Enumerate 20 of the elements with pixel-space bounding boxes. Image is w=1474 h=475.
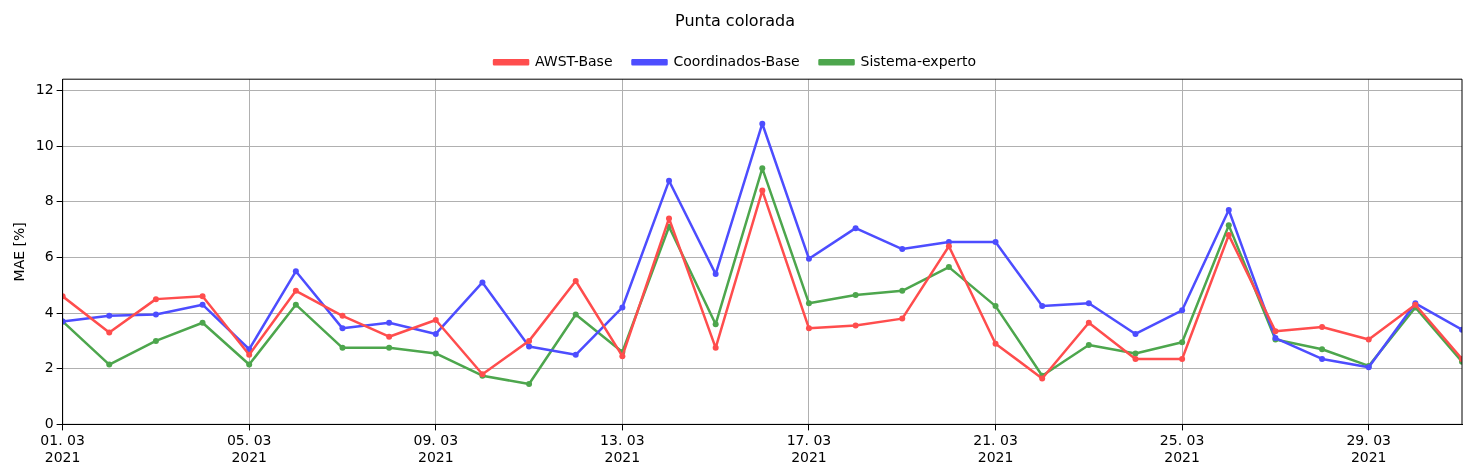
x-tick-label: 21. 03 2021 xyxy=(973,432,1018,466)
x-tick-label: 05. 03 2021 xyxy=(226,432,272,466)
x-tick-label: 25. 03 2021 xyxy=(1159,432,1205,466)
legend-label: AWST-Base xyxy=(535,52,613,69)
y-tick-label: 8 xyxy=(44,192,54,209)
x-tick-label: 13. 03 2021 xyxy=(600,432,645,466)
x-tick-label: 01. 03 2021 xyxy=(40,432,85,466)
y-tick-label: 2 xyxy=(44,359,54,376)
x-tick-label: 17. 03 2021 xyxy=(786,432,832,466)
y-tick-label: 12 xyxy=(35,80,54,97)
x-tick-label: 29. 03 2021 xyxy=(1346,432,1391,466)
y-axis-title: MAE [%] xyxy=(11,222,28,282)
legend-label: Coordinados-Base xyxy=(673,52,800,69)
y-tick-label: 0 xyxy=(44,415,54,432)
x-tick-label: 09. 03 2021 xyxy=(413,432,459,466)
legend-label: Sistema-experto xyxy=(860,52,976,69)
y-tick-label: 6 xyxy=(44,248,54,265)
y-tick-label: 4 xyxy=(44,303,54,320)
y-tick-label: 10 xyxy=(35,136,54,153)
chart-title: Punta colorada xyxy=(675,10,795,30)
